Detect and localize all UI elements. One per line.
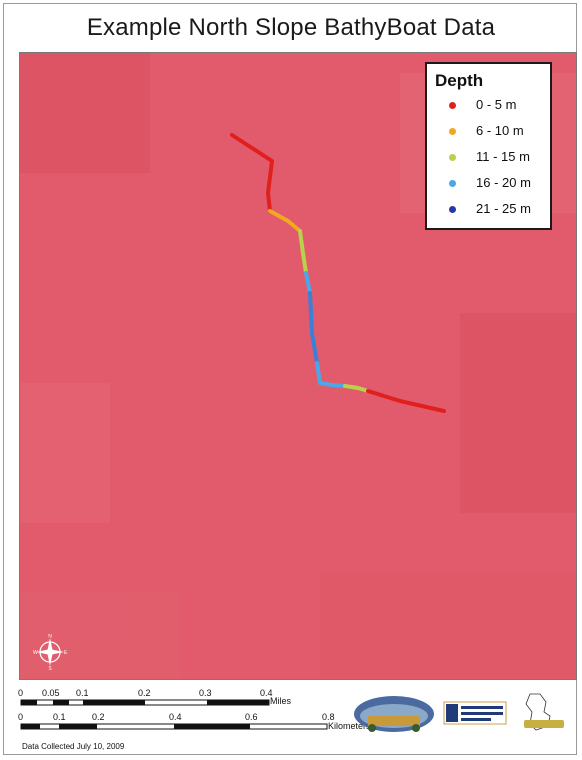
legend-swatch xyxy=(449,180,456,187)
lake xyxy=(72,123,473,647)
compass-e: E xyxy=(64,650,68,656)
legend-swatch xyxy=(449,206,456,213)
miles-bar xyxy=(20,699,270,706)
legend-label: 21 - 25 m xyxy=(476,201,531,216)
km-bar xyxy=(20,723,328,730)
miles-tick: 0.3 xyxy=(199,688,212,698)
track-segment-6-10 xyxy=(268,209,302,233)
track-segment-11-15 xyxy=(298,229,308,275)
legend-item-21-25: 21 - 25 m xyxy=(427,198,550,222)
track-segment-16-20-a xyxy=(304,271,312,295)
compass-rose-icon: N S W E xyxy=(32,634,68,675)
miles-tick: 0 xyxy=(18,688,24,698)
compass-s: S xyxy=(48,666,52,670)
legend-label: 16 - 20 m xyxy=(476,175,531,190)
miles-tick: 0.2 xyxy=(138,688,151,698)
logo-lab-icon xyxy=(443,701,507,725)
logo-seal-icon xyxy=(354,696,434,732)
map-title: Example North Slope BathyBoat Data xyxy=(86,14,496,41)
legend-swatch xyxy=(449,154,456,161)
km-unit: Kilometers xyxy=(328,721,371,731)
legend-label: 0 - 5 m xyxy=(476,97,517,112)
compass-w: W xyxy=(33,650,38,656)
miles-unit: Miles xyxy=(270,696,292,706)
legend-item-16-20: 16 - 20 m xyxy=(427,172,550,196)
data-collected-note: Data Collected July 10, 2009 xyxy=(22,742,125,751)
legend-item-11-15: 11 - 15 m xyxy=(427,146,550,170)
legend-swatch xyxy=(449,128,456,135)
km-tick: 0.6 xyxy=(245,712,258,722)
track-segment-11-15-b xyxy=(343,384,370,393)
km-tick: 0.8 xyxy=(322,712,335,722)
track-segment-shallow-b xyxy=(366,389,446,413)
partner-logos xyxy=(352,686,577,742)
legend-swatch xyxy=(449,102,456,109)
logo-michigan-icon xyxy=(524,693,564,731)
bathy-track xyxy=(230,133,446,413)
compass-n: N xyxy=(48,634,52,640)
track-segment-shallow xyxy=(230,133,274,213)
legend-item-6-10: 6 - 10 m xyxy=(427,120,550,144)
legend-item-0-5: 0 - 5 m xyxy=(427,94,550,118)
miles-tick: 0.05 xyxy=(42,688,60,698)
scale-bars: 0 0.05 0.1 0.2 0.3 0.4 Miles 0 0.1 0.2 0… xyxy=(16,688,371,748)
miles-tick: 0.1 xyxy=(76,688,89,698)
miles-tick: 0.4 xyxy=(260,688,273,698)
legend-label: 6 - 10 m xyxy=(476,123,524,138)
km-tick: 0.2 xyxy=(92,712,105,722)
depth-legend: Depth 0 - 5 m 6 - 10 m 11 - 15 m 16 - 20… xyxy=(425,62,552,230)
legend-label: 11 - 15 m xyxy=(476,149,530,164)
track-segment-deep xyxy=(308,291,319,365)
km-tick: 0.4 xyxy=(169,712,182,722)
legend-title: Depth xyxy=(435,71,484,90)
track-segment-16-20-b xyxy=(315,361,347,388)
km-tick: 0 xyxy=(18,712,24,722)
km-tick: 0.1 xyxy=(53,712,66,722)
